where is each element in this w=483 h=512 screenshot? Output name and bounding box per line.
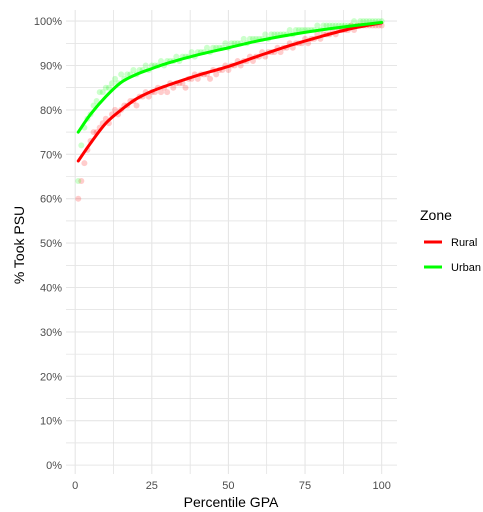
urban-point — [102, 84, 109, 91]
urban-point — [130, 66, 137, 73]
y-axis-ticks: 0% 10% 20% 30% 40% 50% 60% 70% 80% 90% 100% — [34, 16, 62, 472]
x-axis-ticks: 0 25 50 75 100 — [72, 480, 391, 492]
urban-point — [158, 58, 165, 65]
rural-point — [207, 75, 214, 82]
urban-point — [75, 177, 82, 184]
urban-point — [240, 35, 247, 42]
y-tick-label: 60% — [40, 194, 62, 206]
urban-point — [210, 44, 217, 51]
urban-point — [323, 22, 330, 29]
rural-point — [90, 129, 97, 136]
rural-point — [277, 49, 284, 56]
urban-point — [78, 142, 85, 149]
y-tick-label: 40% — [40, 283, 62, 295]
rural-point — [170, 84, 177, 91]
rural-point — [112, 106, 119, 113]
urban-point — [108, 80, 115, 87]
urban-point — [112, 75, 119, 82]
urban-point — [351, 18, 358, 25]
urban-point — [124, 71, 131, 78]
x-tick-label: 100 — [372, 480, 390, 492]
legend-label-rural: Rural — [451, 237, 477, 249]
x-axis-title: Percentile GPA — [184, 494, 279, 510]
urban-trend-line — [76, 20, 384, 134]
x-tick-label: 0 — [72, 480, 78, 492]
rural-trend-line — [76, 21, 384, 163]
urban-point — [314, 22, 321, 29]
y-axis-title: % Took PSU — [11, 206, 27, 284]
urban-point — [93, 98, 100, 105]
rural-point — [194, 75, 201, 82]
y-tick-label: 90% — [40, 61, 62, 73]
urban-point — [173, 53, 180, 60]
urban-point — [222, 40, 229, 47]
rural-point — [182, 84, 189, 91]
urban-point — [262, 31, 269, 38]
rural-point — [81, 160, 88, 167]
rural-point — [145, 93, 152, 100]
urban-point — [360, 18, 367, 25]
urban-point — [320, 22, 327, 29]
urban-point — [357, 18, 364, 25]
legend: Zone Rural Urban — [420, 207, 481, 274]
x-tick-label: 50 — [222, 480, 234, 492]
rural-point — [164, 89, 171, 96]
y-tick-label: 0% — [46, 460, 62, 472]
urban-point — [105, 84, 112, 91]
urban-point — [203, 44, 210, 51]
y-tick-label: 80% — [40, 105, 62, 117]
rural-point — [225, 66, 232, 73]
legend-items: Rural Urban — [424, 237, 481, 274]
legend-title: Zone — [420, 207, 452, 223]
urban-point — [295, 26, 302, 33]
y-tick-label: 70% — [40, 149, 62, 161]
urban-point — [286, 26, 293, 33]
urban-point — [292, 26, 299, 33]
urban-point — [188, 49, 195, 56]
rural-point — [75, 195, 82, 202]
x-tick-label: 75 — [299, 480, 311, 492]
y-tick-label: 30% — [40, 327, 62, 339]
rural-point — [158, 89, 165, 96]
rural-point — [78, 177, 85, 184]
urban-point — [118, 71, 125, 78]
urban-point — [228, 40, 235, 47]
trend-lines — [76, 20, 384, 163]
legend-label-urban: Urban — [451, 262, 481, 274]
y-tick-label: 100% — [34, 16, 62, 28]
major-gridlines — [66, 10, 397, 474]
urban-point — [99, 89, 106, 96]
minor-gridlines — [66, 10, 397, 474]
y-tick-label: 50% — [40, 238, 62, 250]
urban-point — [268, 31, 275, 38]
urban-point — [96, 89, 103, 96]
x-tick-label: 25 — [146, 480, 158, 492]
y-tick-label: 20% — [40, 371, 62, 383]
y-tick-label: 10% — [40, 416, 62, 428]
rural-point — [213, 71, 220, 78]
urban-point — [142, 62, 149, 69]
rural-point — [133, 102, 140, 109]
urban-point — [246, 35, 253, 42]
